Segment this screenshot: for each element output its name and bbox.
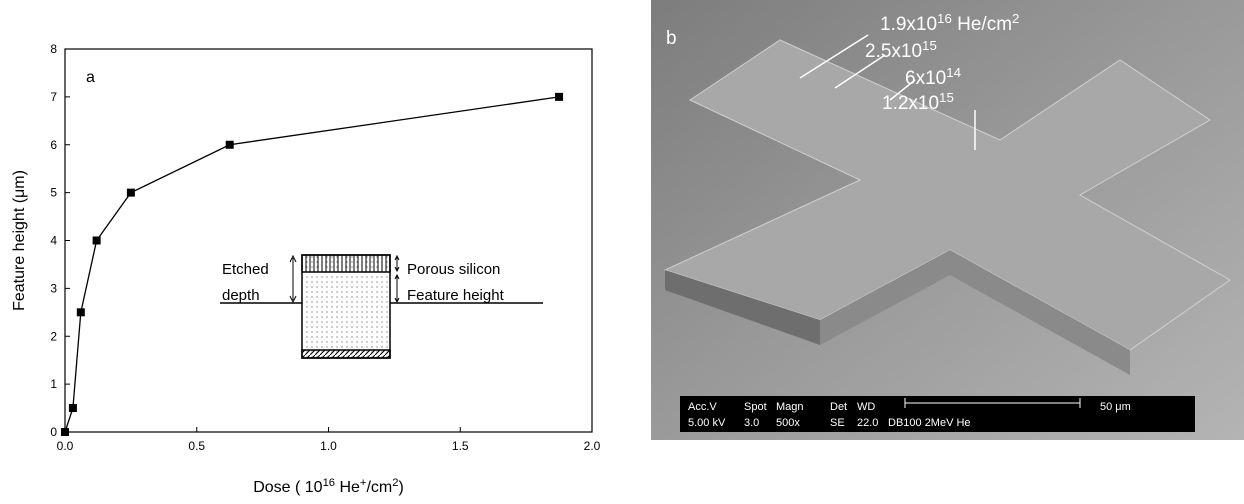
text-part: He/cm — [952, 14, 1012, 35]
y-axis-label: Feature height (μm) — [11, 170, 28, 311]
superscript: 15 — [939, 90, 954, 105]
databar-value: DB100 2MeV He — [888, 417, 971, 429]
panel-label: a — [86, 69, 95, 86]
text-part: /cm — [366, 479, 392, 496]
x-tick-label: 1.0 — [320, 439, 337, 453]
text-part: Dose ( 10 — [253, 479, 322, 496]
text-part: 2.5x10 — [865, 41, 922, 62]
text-part: 6x10 — [905, 68, 946, 89]
databar-header: Spot — [744, 401, 767, 413]
superscript: 16 — [323, 477, 335, 489]
databar-value: 22.0 — [857, 417, 878, 429]
inset-label: Etched — [222, 261, 269, 278]
x-tick-label: 2.0 — [584, 439, 601, 453]
figure: 0 1 2 3 4 5 6 7 8 0.0 0.5 1.0 1.5 2.0 Dose ( 1016 He+/… — [0, 0, 1244, 499]
databar-header: Det — [830, 401, 847, 413]
data-point — [69, 404, 77, 412]
plot-frame — [65, 49, 592, 432]
data-point — [226, 141, 234, 149]
y-tick-label: 8 — [50, 42, 57, 56]
y-tick-label: 3 — [50, 281, 57, 295]
superscript: 2 — [1012, 11, 1019, 26]
x-tick-label: 0.5 — [188, 439, 205, 453]
y-tick-label: 1 — [50, 377, 57, 391]
data-point — [93, 237, 101, 245]
x-tick-label: 0.0 — [57, 439, 74, 453]
databar-value: 5.00 kV — [688, 417, 726, 429]
y-tick-label: 0 — [50, 425, 57, 439]
inset-label: Feature height — [407, 287, 505, 304]
databar-header: Acc.V — [688, 401, 717, 413]
x-axis-label: Dose ( 1016 He+/cm2) — [253, 477, 404, 496]
inset-label: Porous silicon — [407, 261, 500, 278]
y-tick-label: 5 — [50, 186, 57, 200]
databar-header: WD — [857, 401, 875, 413]
inset-label: depth — [222, 287, 260, 304]
text-part: He — [335, 479, 360, 496]
superscript: 14 — [946, 65, 961, 80]
text-part: 1.2x10 — [882, 93, 939, 114]
data-point — [77, 308, 85, 316]
data-point — [555, 93, 563, 101]
x-tick-label: 1.5 — [452, 439, 469, 453]
text-part: 1.9x10 — [880, 14, 937, 35]
panel-label: b — [666, 28, 677, 49]
y-tick-label: 6 — [50, 138, 57, 152]
superscript: 16 — [937, 11, 952, 26]
databar-value: SE — [830, 417, 845, 429]
data-point — [61, 428, 69, 436]
databar-value: 3.0 — [744, 417, 759, 429]
y-tick-label: 7 — [50, 90, 57, 104]
superscript: 15 — [922, 38, 937, 53]
text-part: ) — [398, 479, 403, 496]
y-tick-label: 4 — [50, 234, 57, 248]
databar-value: 500x — [776, 417, 800, 429]
y-tick-label: 2 — [50, 329, 57, 343]
databar-header: Magn — [776, 401, 804, 413]
scale-label: 50 μm — [1100, 401, 1131, 413]
data-point — [127, 189, 135, 197]
